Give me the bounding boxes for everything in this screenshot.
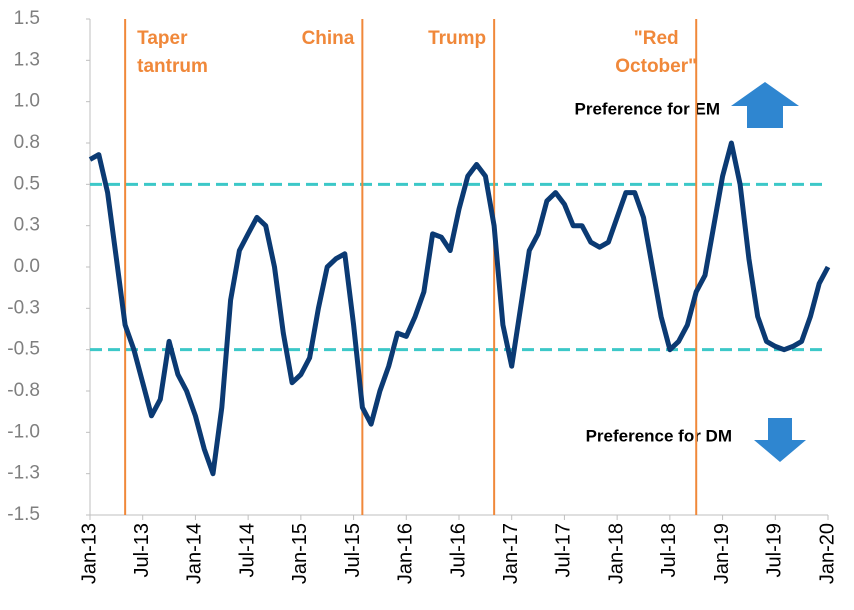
y-tick-label: -0.8: [7, 380, 40, 401]
data-line: [88, 140, 831, 477]
event-label: "Red: [634, 28, 679, 49]
x-tick-label: Jan-15: [289, 523, 311, 584]
y-tick-label: -0.3: [7, 297, 40, 318]
y-tick-label: -0.5: [7, 339, 40, 360]
x-tick-label: Jul-17: [553, 523, 575, 577]
y-tick-label: -1.3: [7, 463, 40, 484]
y-tick-label: 0.8: [14, 132, 40, 153]
event-label: October": [615, 56, 697, 77]
event-label: Taper: [137, 28, 188, 49]
x-tick-label: Jul-18: [658, 523, 680, 577]
x-tick-label: Jan-16: [395, 523, 417, 584]
y-tick-label: 1.3: [14, 49, 40, 70]
x-tick-label: Jan-14: [184, 523, 206, 584]
x-tick-label: Jul-16: [447, 523, 469, 577]
x-tick-label: Jul-14: [236, 523, 258, 577]
event-label: China: [302, 28, 355, 49]
y-tick-label: 1.5: [14, 8, 40, 29]
y-tick-label: -1.5: [7, 504, 40, 525]
x-tick-label: Jan-20: [816, 523, 838, 584]
y-tick-label: 0.3: [14, 215, 40, 236]
annotation: Preference for DM: [586, 426, 732, 445]
y-tick-label: -1.0: [7, 421, 40, 442]
y-tick-label: 1.0: [14, 91, 40, 112]
event-label: tantrum: [137, 56, 208, 77]
up-arrow: [731, 82, 799, 128]
x-tick-label: Jul-19: [764, 523, 786, 577]
y-tick-label: 0.0: [14, 256, 40, 277]
x-tick-label: Jan-17: [500, 523, 522, 584]
down-arrow: [754, 418, 806, 462]
x-tick-label: Jan-19: [711, 523, 733, 584]
x-tick-label: Jan-13: [78, 523, 100, 584]
annotation: Preference for EM: [575, 99, 721, 118]
x-tick-label: Jan-18: [605, 523, 627, 584]
y-tick-label: 0.5: [14, 173, 40, 194]
event-label: Trump: [428, 28, 486, 49]
x-tick-label: Jul-15: [342, 523, 364, 577]
x-tick-label: Jul-13: [131, 523, 153, 577]
